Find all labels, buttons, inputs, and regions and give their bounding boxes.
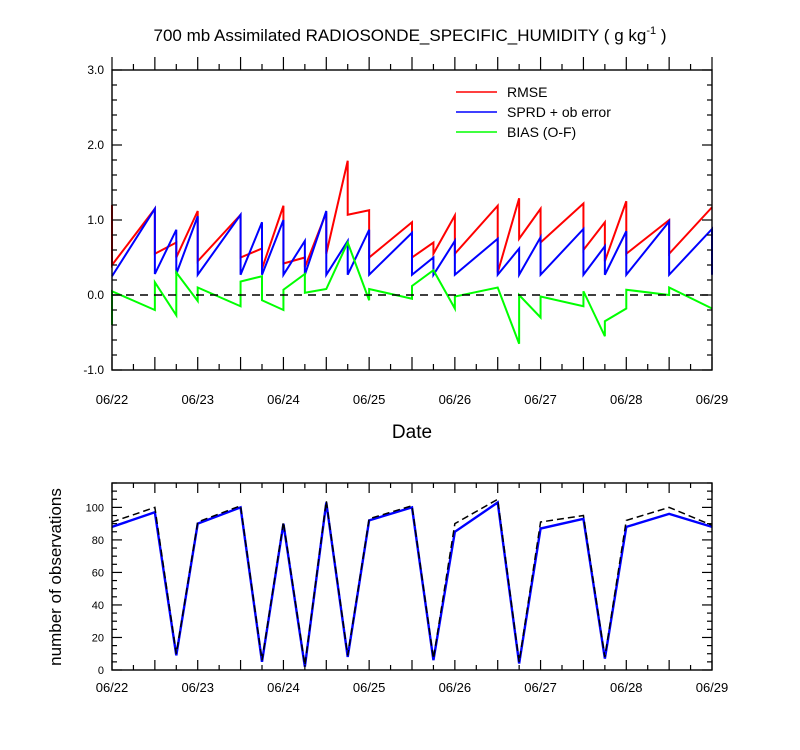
chart-title-main: 700 mb Assimilated RADIOSONDE_SPECIFIC_H… (154, 26, 647, 45)
legend: RMSE SPRD + ob error BIAS (O-F) (456, 84, 611, 140)
y-tick-label: 1.0 (87, 213, 104, 227)
series-line-bias (111, 239, 713, 345)
y-tick-label: -1.0 (83, 363, 104, 377)
obs-x-tick-label: 06/23 (181, 680, 214, 695)
x-tick-label: 06/26 (439, 392, 472, 407)
x-tick-label: 06/27 (524, 392, 557, 407)
chart-title: 700 mb Assimilated RADIOSONDE_SPECIFIC_H… (154, 25, 667, 45)
obs-x-tick-label: 06/29 (696, 680, 729, 695)
bottom-x-tick-labels: 06/22 06/23 06/24 06/25 06/26 06/27 06/28 06/29 (96, 680, 729, 695)
top-x-tick-labels: 06/22 06/23 06/24 06/25 06/26 06/27 06/28 06/29 (96, 392, 729, 407)
legend-item-bias: BIAS (O-F) (456, 124, 576, 140)
obs-x-tick-label: 06/25 (353, 680, 386, 695)
chart-title-superscript: -1 (646, 25, 656, 37)
obs-x-tick-label: 06/26 (439, 680, 472, 695)
legend-item-rmse: RMSE (456, 84, 547, 100)
series-line-sprd (111, 205, 713, 279)
chart-title-closing: ) (656, 26, 666, 45)
top-series-layer (111, 160, 713, 345)
top-plot-frame (111, 69, 713, 371)
legend-bias-label: BIAS (O-F) (507, 124, 576, 140)
legend-sprd-label: SPRD + ob error (507, 104, 611, 120)
x-tick-label: 06/25 (353, 392, 386, 407)
x-tick-label: 06/22 (96, 392, 129, 407)
top-panel: -1.00.01.02.03.0 06/22 06/23 06/24 06/25 06/… (83, 57, 728, 443)
obs-y-tick-label: 80 (92, 535, 104, 547)
obs-x-tick-label: 06/27 (524, 680, 557, 695)
legend-item-sprd: SPRD + ob error (456, 104, 611, 120)
bottom-series-layer (111, 498, 713, 667)
x-tick-label: 06/24 (267, 392, 300, 407)
y-tick-label: 3.0 (87, 63, 104, 77)
legend-rmse-label: RMSE (507, 84, 547, 100)
bottom-plot-frame (111, 482, 713, 671)
obs-y-tick-label: 40 (92, 600, 104, 612)
y-tick-label: 2.0 (87, 138, 104, 152)
y-tick-label: 0.0 (87, 288, 104, 302)
obs-x-tick-label: 06/24 (267, 680, 300, 695)
top-x-axis-label: Date (392, 422, 432, 443)
x-tick-label: 06/23 (181, 392, 214, 407)
x-tick-label: 06/28 (610, 392, 643, 407)
bottom-y-tick-labels: 0 20 40 60 80 100 (86, 502, 104, 677)
top-y-tick-labels: -1.0 0.0 1.0 2.0 3.0 (83, 63, 104, 377)
obs-y-tick-label: 20 (92, 632, 104, 644)
obs-y-tick-label: 100 (86, 502, 104, 514)
obs-x-tick-label: 06/28 (610, 680, 643, 695)
obs-y-tick-label: 0 (98, 665, 104, 677)
top-ticks (111, 57, 713, 371)
x-tick-label: 06/29 (696, 392, 729, 407)
obs-y-tick-label: 60 (92, 567, 104, 579)
bottom-y-axis-label: number of observations (46, 488, 65, 666)
obs-x-tick-label: 06/22 (96, 680, 129, 695)
